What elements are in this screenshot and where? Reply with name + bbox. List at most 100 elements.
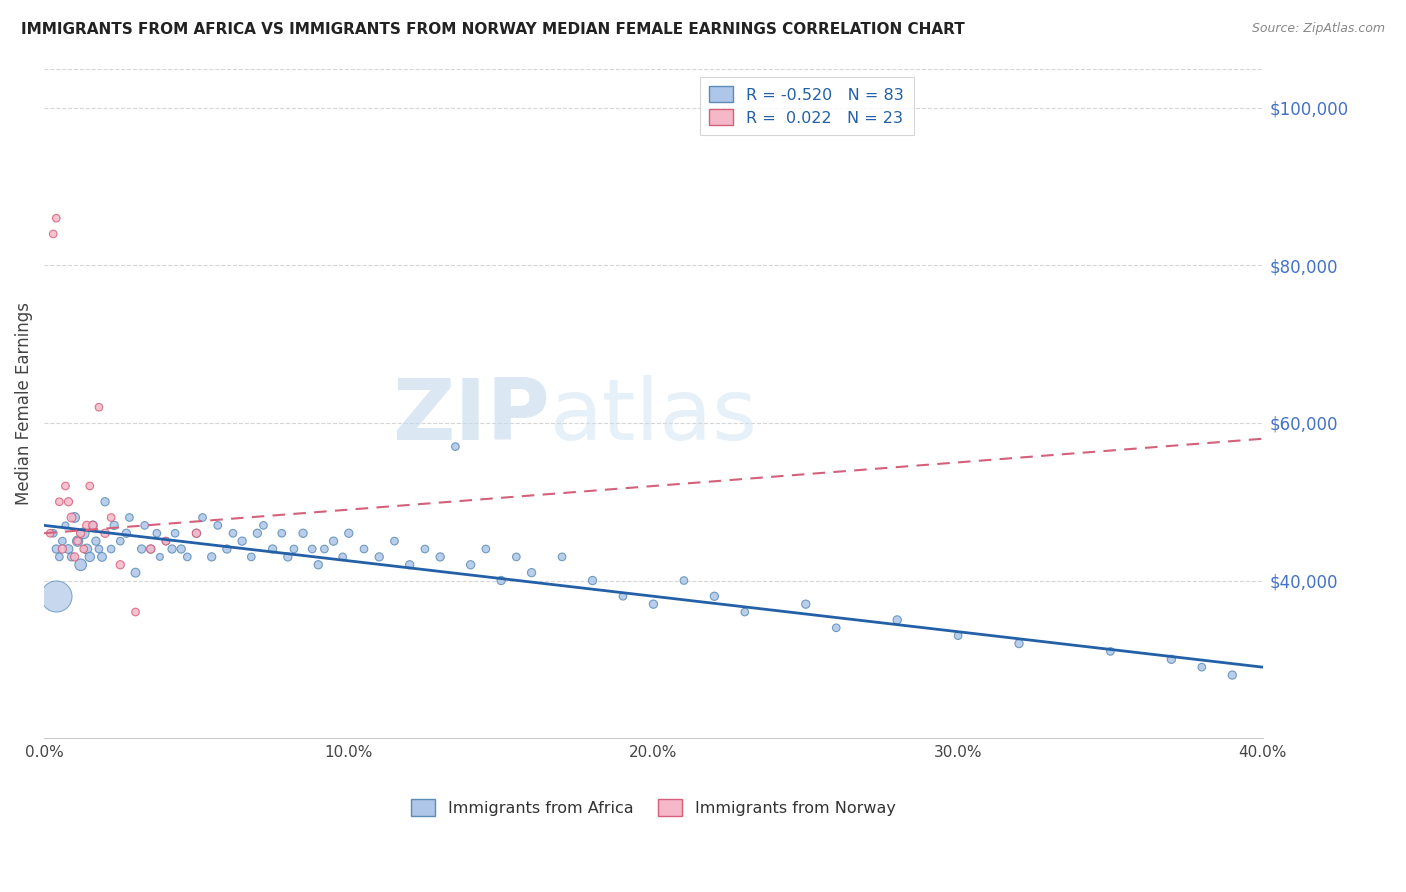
Point <box>1099 644 1122 658</box>
Point <box>301 541 323 556</box>
Point <box>69 558 91 572</box>
Point <box>314 541 336 556</box>
Point <box>581 574 603 588</box>
Point <box>240 549 263 564</box>
Point <box>76 518 98 533</box>
Point <box>353 541 375 556</box>
Point <box>45 541 67 556</box>
Point <box>45 589 67 603</box>
Point <box>794 597 817 611</box>
Point <box>79 549 101 564</box>
Point <box>69 526 91 541</box>
Point <box>413 541 436 556</box>
Point <box>551 549 574 564</box>
Point <box>115 526 138 541</box>
Point <box>186 526 208 541</box>
Point <box>460 558 482 572</box>
Point <box>886 613 908 627</box>
Point <box>94 526 117 541</box>
Text: atlas: atlas <box>550 376 758 458</box>
Point <box>270 526 292 541</box>
Point <box>165 526 187 541</box>
Point <box>124 566 146 580</box>
Text: IMMIGRANTS FROM AFRICA VS IMMIGRANTS FROM NORWAY MEDIAN FEMALE EARNINGS CORRELAT: IMMIGRANTS FROM AFRICA VS IMMIGRANTS FRO… <box>21 22 965 37</box>
Point <box>643 597 665 611</box>
Point <box>246 526 269 541</box>
Point <box>58 495 80 509</box>
Point <box>110 534 132 549</box>
Point <box>103 518 125 533</box>
Point <box>734 605 756 619</box>
Point <box>146 526 169 541</box>
Point <box>55 518 77 533</box>
Point <box>825 621 848 635</box>
Point <box>134 518 156 533</box>
Point <box>1191 660 1213 674</box>
Point <box>1220 668 1243 682</box>
Point <box>176 549 198 564</box>
Point <box>283 541 305 556</box>
Text: Source: ZipAtlas.com: Source: ZipAtlas.com <box>1251 22 1385 36</box>
Point <box>170 541 193 556</box>
Point <box>55 479 77 493</box>
Point <box>277 549 299 564</box>
Point <box>87 401 110 415</box>
Point <box>118 510 141 524</box>
Point <box>79 479 101 493</box>
Point <box>91 549 114 564</box>
Point <box>48 495 70 509</box>
Point <box>139 541 162 556</box>
Point <box>76 541 98 556</box>
Point <box>307 558 329 572</box>
Point <box>39 526 62 541</box>
Point <box>292 526 315 541</box>
Point <box>139 541 162 556</box>
Point <box>100 541 122 556</box>
Point <box>63 510 86 524</box>
Point <box>124 605 146 619</box>
Point <box>231 534 253 549</box>
Y-axis label: Median Female Earnings: Median Female Earnings <box>15 301 32 505</box>
Point <box>82 518 104 533</box>
Point <box>672 574 695 588</box>
Point <box>155 534 177 549</box>
Point <box>60 549 83 564</box>
Point <box>332 549 354 564</box>
Point <box>82 518 104 533</box>
Point <box>222 526 245 541</box>
Point <box>42 526 65 541</box>
Point <box>100 510 122 524</box>
Point <box>489 574 512 588</box>
Point <box>131 541 153 556</box>
Point <box>66 534 89 549</box>
Point <box>51 541 73 556</box>
Point <box>337 526 360 541</box>
Point <box>505 549 527 564</box>
Point <box>520 566 543 580</box>
Legend: Immigrants from Africa, Immigrants from Norway: Immigrants from Africa, Immigrants from … <box>405 793 901 822</box>
Point <box>73 541 96 556</box>
Point <box>51 534 73 549</box>
Point <box>384 534 406 549</box>
Point <box>84 534 107 549</box>
Point <box>946 629 969 643</box>
Point <box>368 549 391 564</box>
Point <box>42 227 65 241</box>
Point <box>191 510 214 524</box>
Point <box>322 534 344 549</box>
Point <box>252 518 274 533</box>
Point <box>73 526 96 541</box>
Point <box>45 211 67 226</box>
Point <box>186 526 208 541</box>
Point <box>612 589 634 603</box>
Point <box>160 541 183 556</box>
Point <box>87 541 110 556</box>
Point <box>60 510 83 524</box>
Point <box>475 541 498 556</box>
Point <box>155 534 177 549</box>
Point <box>207 518 229 533</box>
Point <box>58 541 80 556</box>
Point <box>94 495 117 509</box>
Point <box>444 440 467 454</box>
Point <box>215 541 238 556</box>
